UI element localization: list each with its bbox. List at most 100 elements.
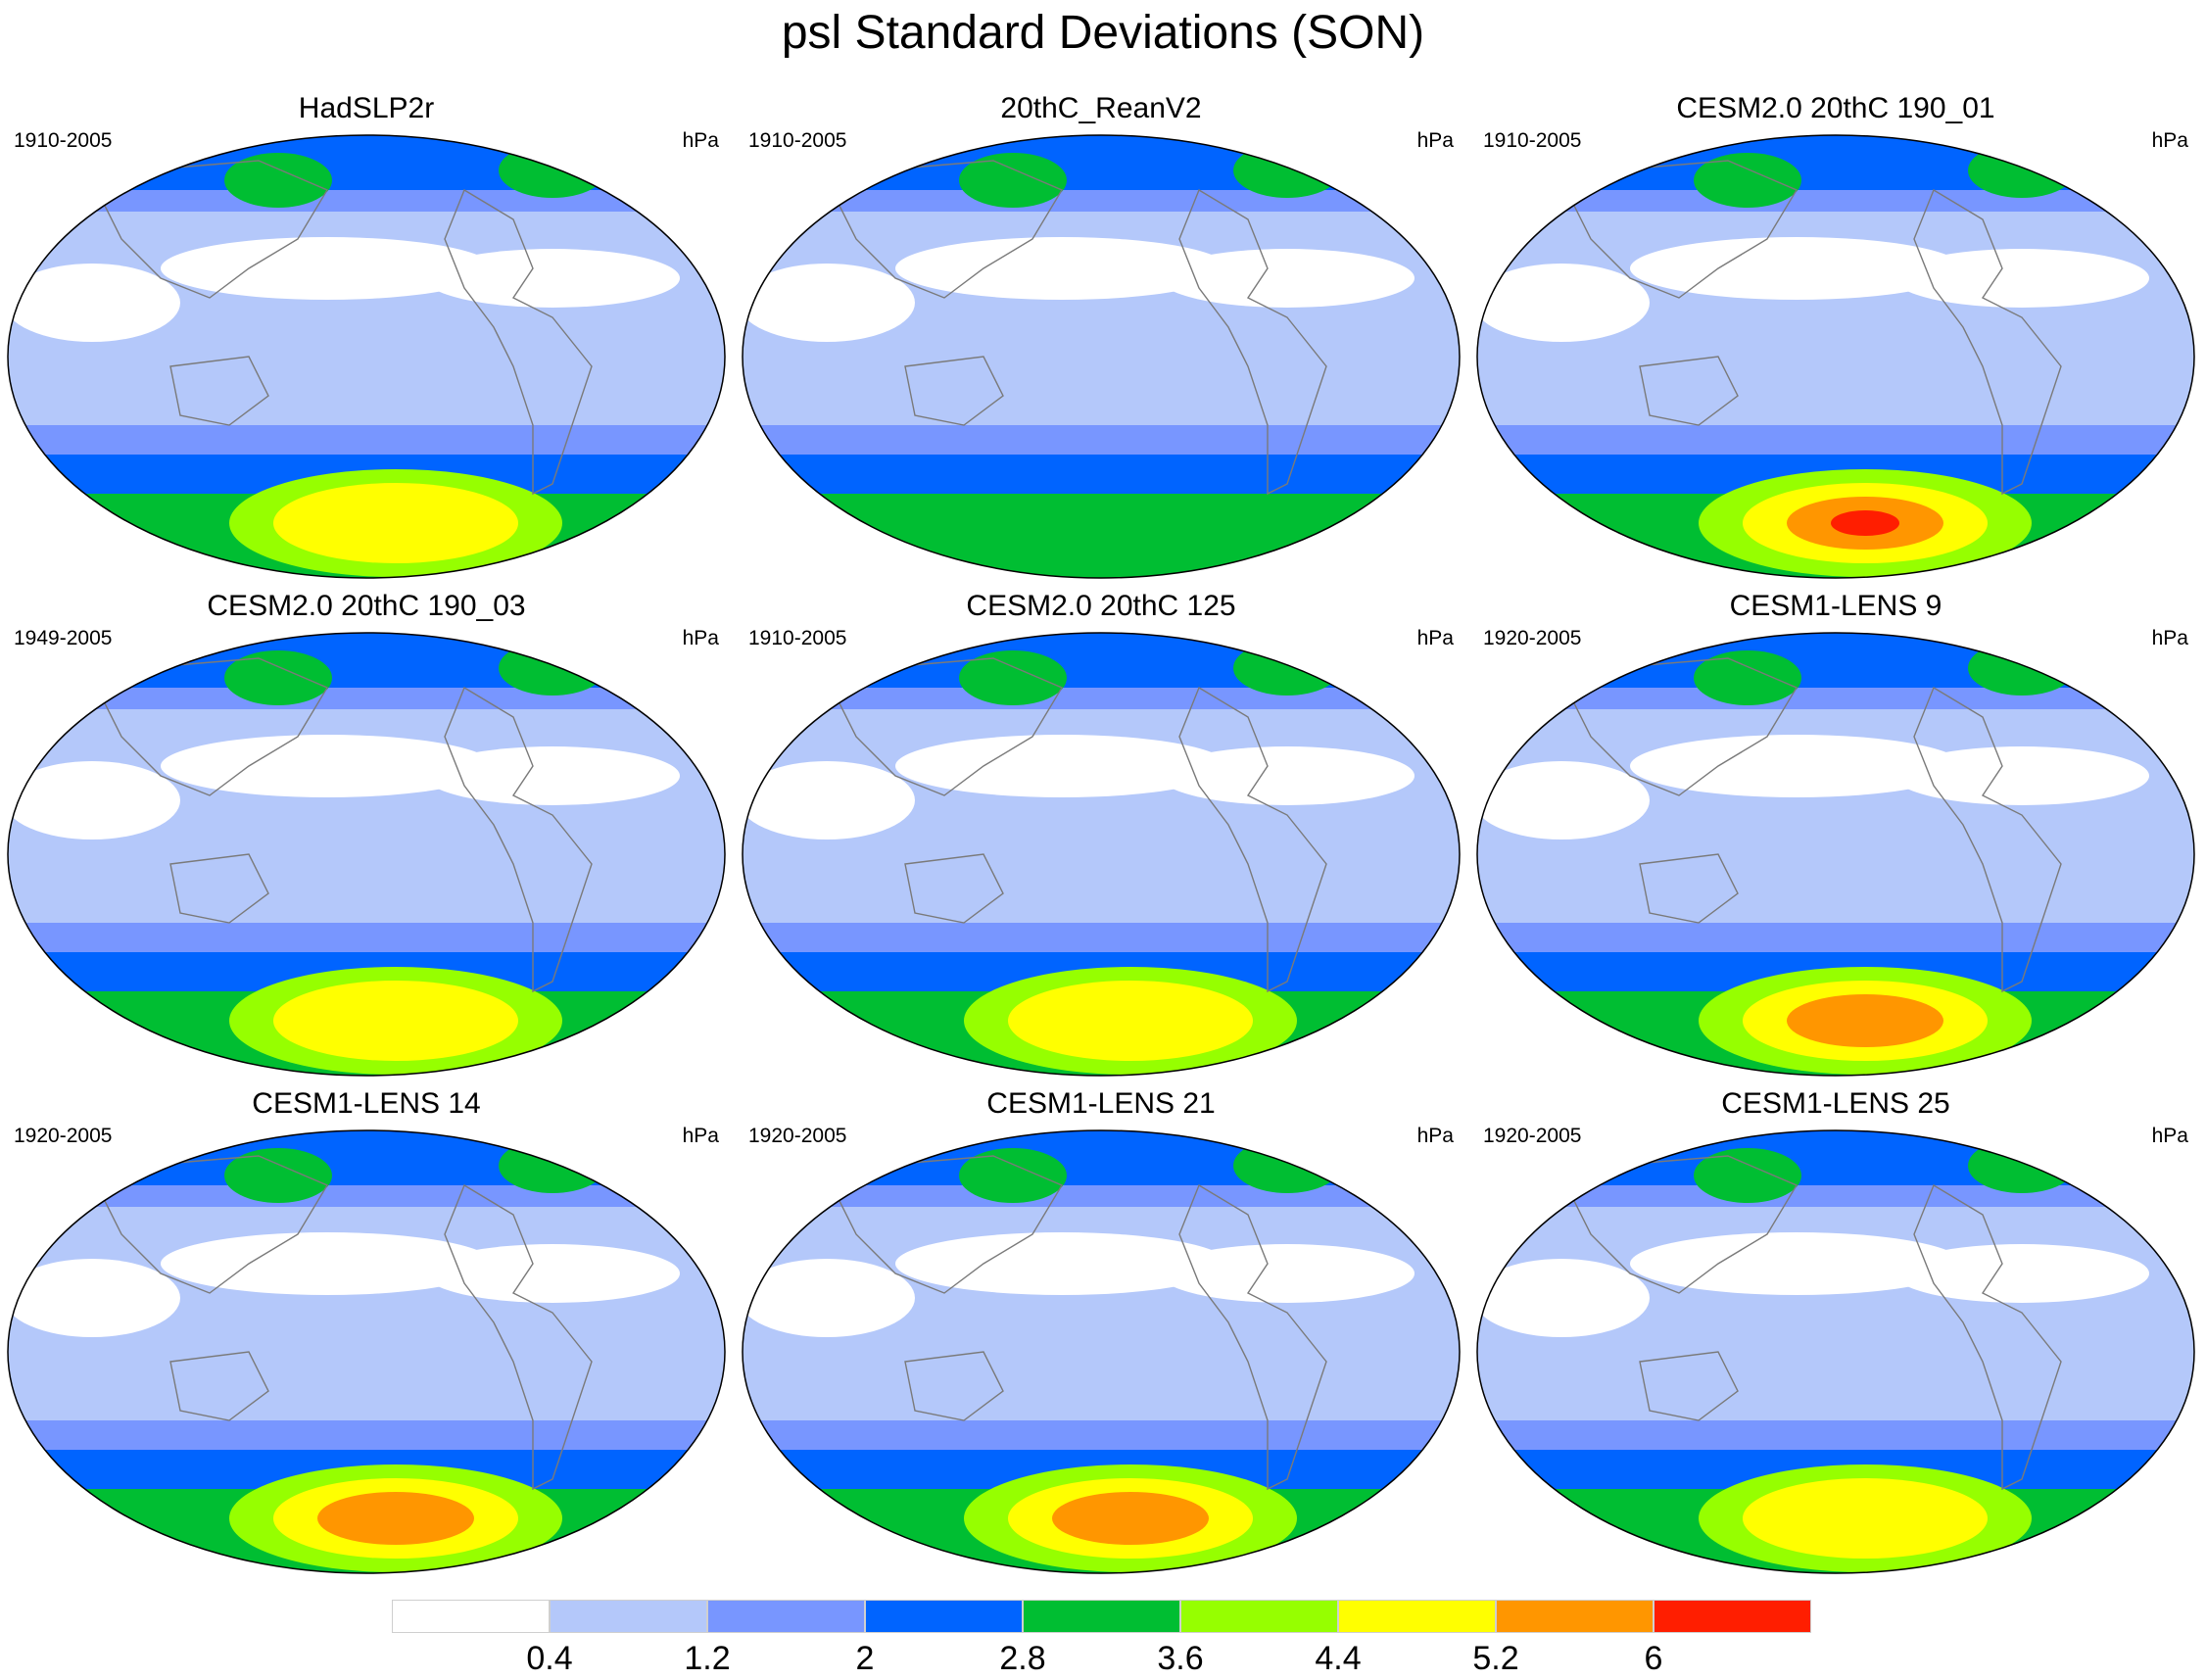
coastline	[836, 1155, 1064, 1294]
field-maximum	[1233, 143, 1341, 198]
panel-units: hPa	[1416, 129, 1454, 152]
field-band	[8, 425, 725, 455]
panel-units: hPa	[682, 1125, 719, 1147]
map-projection	[7, 632, 726, 1077]
field-maximum	[1831, 510, 1899, 536]
field-minimum	[161, 735, 494, 797]
field-minimum	[743, 761, 915, 840]
field-minimum	[895, 1232, 1228, 1295]
panel-period: 1910-2005	[1483, 129, 1582, 152]
coastline	[444, 686, 593, 993]
field-maximum	[1968, 641, 2076, 696]
map-projection	[1476, 1129, 2195, 1574]
colorbar-label: 5.2	[1472, 1640, 1519, 1677]
field-maximum	[499, 143, 606, 198]
figure-title: psl Standard Deviations (SON)	[781, 7, 1425, 59]
field-minimum	[1477, 1259, 1650, 1337]
field-band	[743, 633, 1460, 688]
coastline	[1639, 853, 1739, 924]
map-panel: CESM2.0 20thC 190_01 1910-2005 hPa	[1473, 92, 2198, 582]
colorbar-box	[1338, 1600, 1496, 1633]
field-band	[743, 1420, 1460, 1450]
field-minimum	[8, 264, 180, 342]
field-band	[1477, 425, 2194, 455]
coastline	[444, 1183, 593, 1491]
field-maximum	[1008, 981, 1253, 1061]
field-minimum	[425, 249, 680, 308]
map-panel: HadSLP2r 1910-2005 hPa	[4, 92, 729, 582]
coastline	[836, 160, 1064, 299]
colorbar-box	[707, 1600, 865, 1633]
field-band	[8, 1130, 725, 1185]
panel-units: hPa	[1416, 1125, 1454, 1147]
map-panel: CESM1-LENS 21 1920-2005 hPa	[739, 1087, 1463, 1577]
field-band	[8, 1420, 725, 1450]
field-minimum	[161, 1232, 494, 1295]
field-maximum	[959, 650, 1067, 705]
field-minimum	[1160, 746, 1415, 805]
colorbar-box	[1496, 1600, 1654, 1633]
field-maximum	[499, 1138, 606, 1193]
panel-period: 1920-2005	[14, 1125, 113, 1147]
colorbar-label: 3.6	[1157, 1640, 1204, 1677]
field-maximum	[1694, 650, 1801, 705]
panel-units: hPa	[1416, 627, 1454, 649]
coastline	[836, 657, 1064, 796]
panel-period: 1910-2005	[14, 129, 113, 152]
map-border	[742, 632, 1461, 1077]
field-maximum	[1233, 641, 1341, 696]
colorbar-label: 2.8	[999, 1640, 1046, 1677]
field-minimum	[1477, 761, 1650, 840]
field-maximum	[1694, 1148, 1801, 1203]
field-maximum	[1694, 153, 1801, 208]
panel-units: hPa	[2151, 129, 2188, 152]
coastline	[904, 853, 1004, 924]
panel-units: hPa	[2151, 1125, 2188, 1147]
map-border	[1476, 1129, 2195, 1574]
map-projection	[1476, 134, 2195, 579]
field-minimum	[1630, 735, 1963, 797]
colorbar-box	[865, 1600, 1023, 1633]
colorbar-label: 6	[1644, 1640, 1663, 1677]
field-band	[1477, 1130, 2194, 1185]
map-projection	[7, 1129, 726, 1574]
map-panel: 20thC_ReanV2 1910-2005 hPa	[739, 92, 1463, 582]
panel-title: CESM2.0 20thC 190_03	[207, 590, 526, 622]
coastline	[1178, 686, 1327, 993]
field-minimum	[895, 237, 1228, 300]
field-band	[743, 135, 1460, 190]
field-minimum	[161, 237, 494, 300]
field-minimum	[1894, 249, 2149, 308]
field-maximum	[224, 1148, 332, 1203]
panel-period: 1949-2005	[14, 627, 113, 649]
coastline	[1913, 1183, 2062, 1491]
field-minimum	[1630, 237, 1963, 300]
panel-title: 20thC_ReanV2	[1000, 92, 1202, 124]
panel-title: CESM1-LENS 9	[1729, 590, 1942, 622]
field-band	[743, 1130, 1460, 1185]
map-border	[742, 134, 1461, 579]
map-border	[7, 1129, 726, 1574]
field-minimum	[743, 1259, 915, 1337]
field-maximum	[224, 650, 332, 705]
field-maximum	[1743, 1478, 1988, 1559]
field-band	[743, 923, 1460, 952]
field-band	[743, 455, 1460, 494]
field-maximum	[1233, 1138, 1341, 1193]
field-band	[1477, 633, 2194, 688]
field-minimum	[425, 1244, 680, 1303]
panel-period: 1920-2005	[1483, 627, 1582, 649]
panel-title: CESM1-LENS 14	[252, 1087, 481, 1120]
colorbar-box	[1180, 1600, 1338, 1633]
field-band	[1477, 135, 2194, 190]
coastline	[101, 1155, 329, 1294]
coastline	[169, 853, 269, 924]
map-border	[742, 1129, 1461, 1574]
panel-title: HadSLP2r	[298, 92, 435, 124]
panel-period: 1910-2005	[748, 627, 847, 649]
coastline	[1178, 188, 1327, 496]
field-band	[743, 425, 1460, 455]
panel-units: hPa	[682, 129, 719, 152]
map-border	[7, 632, 726, 1077]
coastline	[1639, 1351, 1739, 1421]
